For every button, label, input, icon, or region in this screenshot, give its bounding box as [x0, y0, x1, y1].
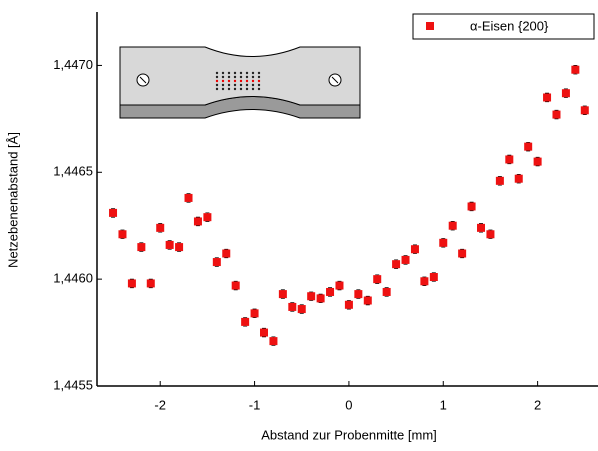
x-tick-label: -2 — [154, 397, 166, 412]
legend-label: α-Eisen {200} — [470, 18, 549, 33]
point — [118, 230, 127, 239]
point — [241, 317, 250, 326]
point — [373, 275, 382, 284]
point — [514, 174, 523, 183]
point — [486, 230, 495, 239]
point — [316, 294, 325, 303]
point — [458, 249, 467, 258]
x-axis-label: Abstand zur Probenmitte [mm] — [261, 427, 437, 442]
point — [212, 258, 221, 267]
point — [439, 238, 448, 247]
y-tick-label: 1,4470 — [53, 57, 93, 72]
point — [344, 300, 353, 309]
point — [146, 279, 155, 288]
point — [533, 157, 542, 166]
point — [580, 106, 589, 115]
point — [392, 260, 401, 269]
point — [335, 281, 344, 290]
point — [543, 93, 552, 102]
point — [184, 193, 193, 202]
point — [175, 243, 184, 252]
point — [260, 328, 268, 337]
point — [467, 202, 476, 211]
point — [326, 287, 335, 296]
point — [410, 245, 419, 254]
legend: α-Eisen {200} — [412, 13, 595, 40]
y-tick-label: 1,4455 — [53, 377, 93, 392]
point — [269, 337, 278, 346]
point — [552, 110, 561, 119]
point — [127, 279, 136, 288]
point — [231, 281, 240, 290]
y-tick-label: 1,4465 — [53, 164, 93, 179]
point — [307, 292, 316, 301]
y-axis-label: Netzebenenabstand [Å] — [5, 132, 20, 268]
point — [477, 223, 486, 232]
x-tick-label: -1 — [249, 397, 261, 412]
x-tick-label: 0 — [345, 397, 352, 412]
point — [561, 89, 570, 98]
specimen-inset — [119, 46, 361, 119]
point — [288, 302, 297, 311]
point — [382, 287, 391, 296]
y-tick-label: 1,4460 — [53, 271, 93, 286]
point — [401, 255, 410, 264]
x-tick-label: 1 — [440, 397, 447, 412]
point — [109, 208, 118, 217]
point — [495, 176, 504, 185]
point — [354, 290, 363, 299]
point — [505, 155, 514, 164]
point — [524, 142, 533, 151]
point — [156, 223, 165, 232]
point — [429, 273, 438, 282]
x-tick-label: 2 — [534, 397, 541, 412]
point — [448, 221, 457, 230]
point — [250, 309, 259, 318]
point — [363, 296, 372, 305]
point — [165, 240, 174, 249]
point — [278, 290, 287, 299]
point — [222, 249, 231, 258]
point — [571, 65, 580, 74]
point — [137, 243, 146, 252]
point — [203, 213, 212, 222]
point — [420, 277, 429, 286]
point — [193, 217, 202, 226]
point — [297, 305, 306, 314]
